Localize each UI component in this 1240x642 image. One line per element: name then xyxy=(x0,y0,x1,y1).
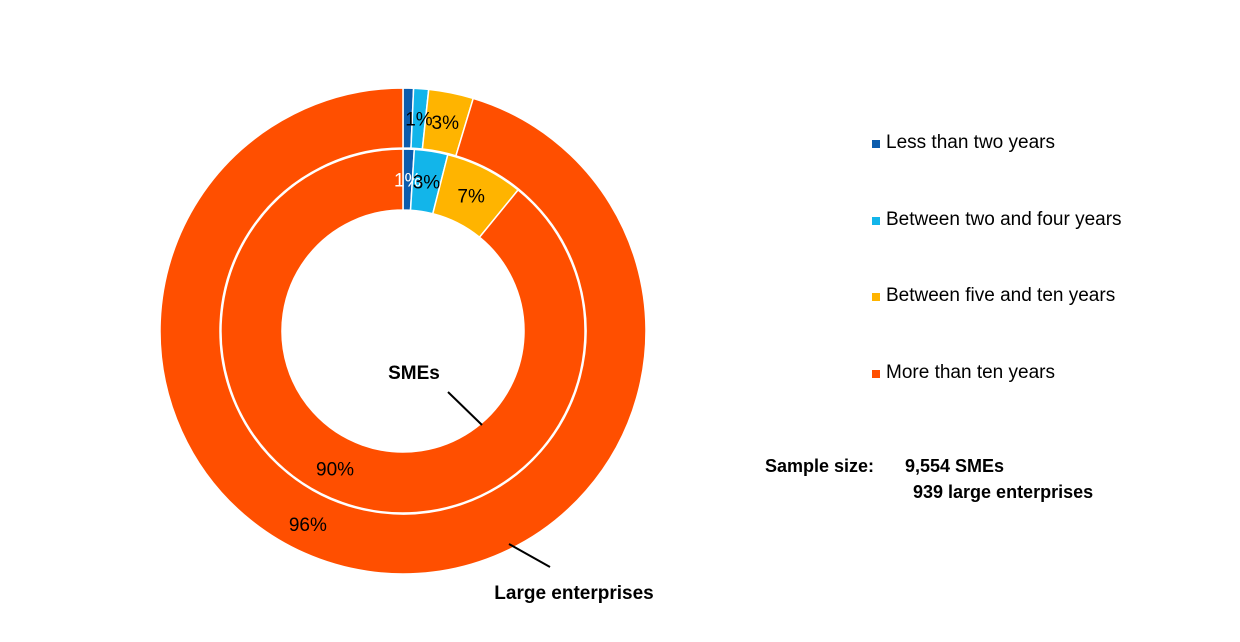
large-enterprises-leader-line xyxy=(508,543,551,568)
inner-label-two-to-four-years: 3% xyxy=(413,172,441,193)
outer-label-two-to-four-years: 1% xyxy=(405,110,433,131)
inner-label-less-than-two-years: 1% xyxy=(394,171,422,192)
legend-swatch xyxy=(872,140,880,148)
legend-swatch xyxy=(872,369,880,378)
outer-label-five-to-ten-years: 3% xyxy=(432,113,460,134)
ring-label-smes: SMEs xyxy=(388,363,440,384)
outer-label-more-than-ten-years: 96% xyxy=(289,515,327,536)
inner-label-more-than-ten-years: 90% xyxy=(316,460,354,481)
sample-size-label: Sample size: xyxy=(765,456,875,476)
legend-swatch xyxy=(872,216,880,225)
ring-label-large-enterprises: Large enterprises xyxy=(494,583,653,604)
legend-item-five-to-ten-years: Between five and ten years xyxy=(870,285,1210,362)
outer-slice-more-than-ten-years xyxy=(159,87,647,575)
legend-item-less-than-two-years: Less than two years xyxy=(870,132,1210,209)
legend-swatch xyxy=(872,293,880,301)
smes-leader-line xyxy=(447,391,483,426)
legend: Less than two years Between two and four… xyxy=(870,132,1210,438)
legend-item-more-than-ten-years: More than ten years xyxy=(870,362,1210,439)
sample-size-smes: 9,554 SMEs xyxy=(905,456,1005,476)
outer-ring-large-enterprises xyxy=(159,87,647,575)
legend-label: Less than two years xyxy=(886,132,1055,153)
inner-label-five-to-ten-years: 7% xyxy=(457,187,485,208)
legend-label: Between five and ten years xyxy=(886,285,1116,306)
legend-label: More than ten years xyxy=(886,361,1055,383)
legend-label: Between two and four years xyxy=(886,208,1122,230)
inner-ring-smes xyxy=(220,148,586,514)
inner-slice-more-than-ten-years xyxy=(220,148,586,514)
slice-labels: 1%3%7%90%1%3%96% xyxy=(289,110,485,536)
sample-size-large: 939 large enterprises xyxy=(913,482,1094,502)
legend-item-two-to-four-years: Between two and four years xyxy=(870,209,1210,286)
